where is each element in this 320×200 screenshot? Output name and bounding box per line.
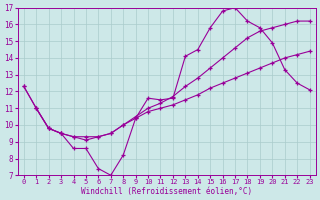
X-axis label: Windchill (Refroidissement éolien,°C): Windchill (Refroidissement éolien,°C) [81, 187, 252, 196]
